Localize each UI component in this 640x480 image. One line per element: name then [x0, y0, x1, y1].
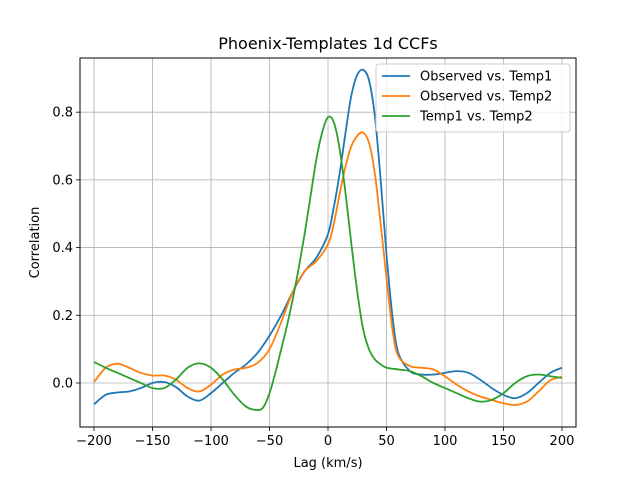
- series-line-1: [93, 68, 563, 406]
- x-tick-label: 0: [324, 434, 332, 449]
- series-lines: [93, 68, 563, 411]
- x-tick-label: 200: [550, 434, 575, 449]
- x-tick-label: −200: [76, 434, 112, 449]
- x-axis-ticks: −200 −150 −100 −50 0 50 100 150 200: [76, 427, 574, 449]
- legend-box: [375, 63, 571, 133]
- legend-label-3: Temp1 vs. Temp2: [419, 110, 533, 125]
- y-axis-label: Correlation: [28, 207, 43, 279]
- y-tick-label: 0.8: [52, 106, 73, 121]
- y-tick-label: 0.4: [52, 241, 73, 256]
- x-tick-label: 150: [491, 434, 516, 449]
- legend-label-2: Observed vs. Temp2: [420, 90, 552, 105]
- legend-label-1: Observed vs. Temp1: [420, 70, 552, 85]
- series-line-2: [93, 131, 563, 406]
- y-tick-label: 0.2: [52, 309, 73, 324]
- x-tick-label: 50: [378, 434, 395, 449]
- x-tick-label: −150: [135, 434, 171, 449]
- legend: Observed vs. Temp1 Observed vs. Temp2 Temp…: [375, 63, 571, 133]
- series-line-3: [93, 115, 563, 411]
- x-axis-label: Lag (km/s): [293, 456, 362, 471]
- x-tick-label: −50: [256, 434, 283, 449]
- x-tick-label: −100: [193, 434, 229, 449]
- chart-title: Phoenix-Templates 1d CCFs: [218, 34, 438, 53]
- y-tick-label: 0.6: [52, 173, 73, 188]
- x-tick-label: 100: [433, 434, 458, 449]
- y-tick-label: 0.0: [52, 376, 73, 391]
- y-axis-ticks: 0.0 0.2 0.4 0.6 0.8: [52, 106, 80, 391]
